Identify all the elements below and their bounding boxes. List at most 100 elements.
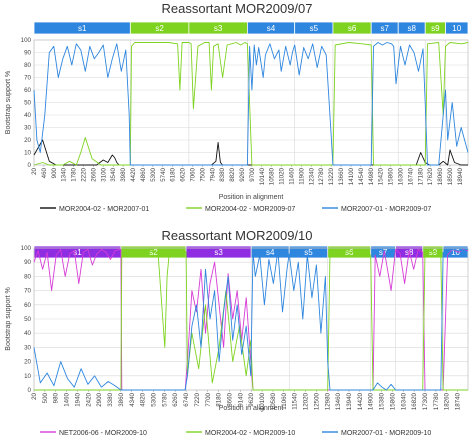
chart-panel-top: Reassortant MOR2009/07 s1 s2 s3 s4 s5 s6 s7 s8 s9…: [5, 1, 469, 213]
x-tick-label: 12780: [318, 167, 325, 185]
x-tick-label: 7060: [189, 167, 196, 181]
x-tick-label: 16820: [411, 392, 418, 410]
legend-label: MOR2004-02 - MOR2007-01: [59, 206, 149, 213]
x-tick-label: 16340: [400, 392, 407, 410]
y-tick-label: 50: [24, 316, 31, 323]
x-tick-label: 8820: [229, 167, 236, 181]
y-axis-label: Bootstrap support %: [5, 287, 12, 350]
segment-label: s7: [380, 24, 389, 33]
x-tick-label: 7220: [194, 392, 201, 406]
y-tick-label: 30: [24, 344, 31, 351]
y-tick-label: 0: [28, 387, 32, 394]
x-tick-label: 2420: [85, 392, 92, 406]
x-tick-label: 2660: [90, 167, 97, 181]
x-tick-label: 12500: [313, 392, 320, 410]
x-tick-label: 10580: [270, 392, 277, 410]
x-tick-label: 11060: [281, 392, 288, 409]
y-tick-label: 100: [21, 37, 32, 44]
x-tick-label: 10100: [259, 392, 266, 410]
x-tick-label: 14980: [368, 167, 375, 185]
x-tick-label: 16740: [407, 167, 414, 185]
segment-label: 10: [452, 24, 461, 33]
segment-label: s2: [149, 248, 158, 257]
x-tick-label: 18940: [457, 167, 464, 185]
x-tick-label: 12340: [308, 167, 315, 185]
x-tick-label: 1460: [64, 392, 71, 406]
x-tick-label: 3860: [118, 392, 125, 406]
x-tick-label: 4420: [130, 167, 137, 181]
x-tick-label: 500: [42, 392, 49, 403]
y-tick-label: 90: [24, 50, 31, 57]
x-tick-label: 5300: [150, 392, 157, 406]
series-line-1: [33, 248, 469, 391]
x-tick-label: 18060: [437, 167, 444, 185]
x-tick-label: 17620: [427, 167, 434, 185]
segment-label: s6: [348, 24, 357, 33]
y-tick-label: 10: [24, 373, 31, 380]
x-tick-label: 14100: [348, 167, 355, 185]
x-tick-label: 14420: [357, 392, 364, 410]
x-tick-label: 5780: [161, 392, 168, 406]
x-tick-label: 14900: [368, 392, 375, 410]
x-tick-label: 460: [41, 167, 48, 178]
x-tick-label: 1340: [61, 167, 68, 181]
x-tick-label: 20: [31, 167, 38, 174]
chart-title: Reassortant MOR2009/07: [161, 1, 312, 16]
x-tick-label: 2220: [81, 167, 88, 181]
segment-10: [445, 21, 469, 35]
segment-label: s9: [429, 248, 438, 257]
y-tick-label: 20: [24, 359, 31, 366]
x-tick-label: 9140: [237, 392, 244, 406]
segment-label: s5: [310, 24, 319, 33]
x-tick-label: 8180: [216, 392, 223, 406]
x-tick-label: 18260: [444, 392, 451, 410]
series-line-3: [33, 248, 469, 391]
y-axis-label: Bootstrap support %: [5, 71, 12, 134]
x-tick-label: 13460: [335, 392, 342, 410]
x-tick-label: 15380: [379, 392, 386, 410]
x-tick-label: 9260: [239, 167, 246, 181]
segment-label: s7: [379, 248, 388, 257]
x-tick-label: 20: [31, 392, 38, 399]
y-tick-label: 70: [24, 75, 31, 82]
x-tick-label: 3100: [100, 167, 107, 181]
x-tick-label: 2900: [96, 392, 103, 406]
legend-label: MOR2004-02 - MOR2009-07: [205, 206, 295, 213]
segment-label: s2: [155, 24, 164, 33]
x-tick-label: 12980: [324, 392, 331, 410]
x-tick-label: 7700: [205, 392, 212, 406]
legend-label: MOR2004-02 - MOR2009-10: [205, 430, 295, 437]
segment-label: s1: [73, 248, 82, 257]
chart-title: Reassortant MOR2009/10: [161, 228, 312, 243]
y-tick-label: 70: [24, 288, 31, 295]
y-tick-label: 80: [24, 273, 31, 280]
segment-label: s4: [267, 24, 276, 33]
segment-label: 10: [451, 248, 460, 257]
x-tick-label: 900: [51, 167, 58, 178]
x-tick-label: 6180: [170, 167, 177, 181]
segment-label: s3: [214, 248, 223, 257]
segment-label: s5: [304, 248, 313, 257]
x-tick-label: 5300: [150, 167, 157, 181]
x-tick-label: 6740: [183, 392, 190, 406]
x-axis-label: Position in alignment: [219, 405, 284, 412]
x-tick-label: 980: [53, 392, 60, 403]
x-tick-label: 18500: [447, 167, 454, 185]
x-tick-label: 10580: [269, 167, 276, 185]
segment-label: s8: [407, 24, 416, 33]
series-line-3: [33, 42, 469, 166]
y-tick-label: 30: [24, 125, 31, 132]
x-tick-label: 3980: [120, 167, 127, 181]
y-tick-label: 80: [24, 62, 31, 69]
x-tick-label: 14540: [358, 167, 365, 185]
y-tick-label: 40: [24, 330, 31, 337]
x-tick-label: 11460: [289, 167, 296, 184]
x-tick-label: 3540: [110, 167, 117, 181]
x-tick-label: 8660: [227, 392, 234, 406]
x-tick-label: 7940: [209, 167, 216, 181]
x-tick-label: 15420: [378, 167, 385, 185]
x-tick-label: 11020: [279, 167, 286, 184]
x-tick-label: 3380: [107, 392, 114, 406]
x-tick-label: 6620: [180, 167, 187, 181]
